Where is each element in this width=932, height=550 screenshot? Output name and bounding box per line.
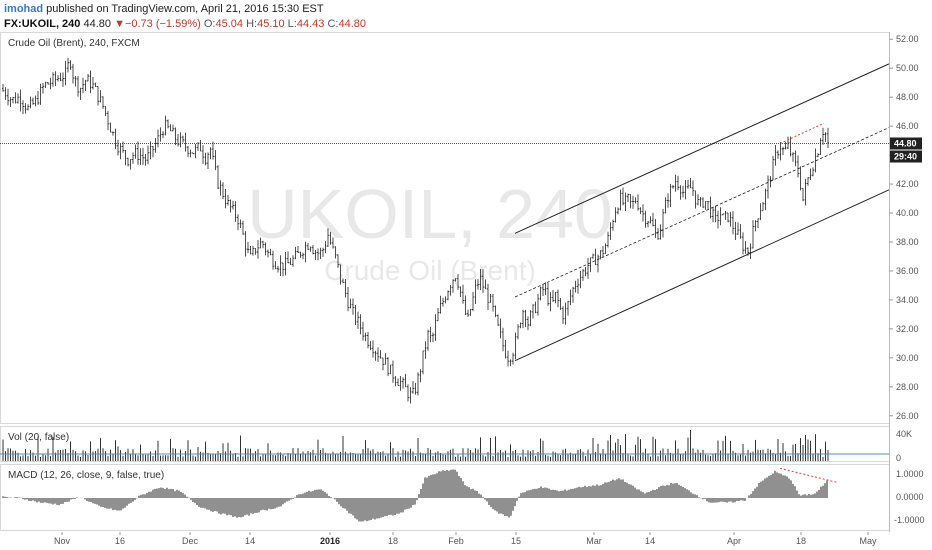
candle-series: [2, 57, 829, 404]
volume-pane-title[interactable]: Vol (20, false): [8, 432, 69, 443]
price-tick-label: 36.00: [896, 266, 919, 276]
chart-canvas[interactable]: UKOIL, 240 Crude Oil (Brent) 52.00 50.00 4…: [0, 30, 932, 550]
time-tick-label: Nov: [54, 536, 71, 546]
volume-series: [0, 430, 889, 461]
regression-channel[interactable]: [514, 63, 890, 362]
price-tick-label: 26.00: [896, 411, 919, 421]
time-tick-label: 18: [796, 536, 806, 546]
time-tick-label: 14: [645, 536, 655, 546]
price-divergence-line: [779, 122, 825, 144]
price-tick-label: 32.00: [896, 324, 919, 334]
price-tick-label: 50.00: [896, 63, 919, 73]
price-change: −0.73 (−1.59%): [124, 18, 201, 30]
close-label: C:: [327, 18, 339, 30]
publish-line: imohad published on TradingView.com, Apr…: [4, 3, 324, 15]
high-value: 45.10: [257, 18, 285, 30]
down-arrow-icon: ▼: [114, 18, 125, 30]
time-tick-label: Feb: [448, 536, 464, 546]
price-axis[interactable]: 52.0050.0048.0046.0044.0042.0040.0038.00…: [889, 34, 919, 421]
price-badge: [890, 137, 922, 150]
low-label: L:: [287, 18, 297, 30]
price-tick-label: 34.00: [896, 295, 919, 305]
symbol-line: FX:UKOIL, 240 44.80 ▼−0.73 (−1.59%) O:45…: [4, 18, 366, 30]
price-tick-label: 30.00: [896, 353, 919, 363]
main-pane-title[interactable]: Crude Oil (Brent), 240, FXCM: [8, 38, 140, 49]
channel-lower-line: [514, 189, 890, 362]
time-tick-label: 2016: [320, 536, 340, 546]
symbol-label[interactable]: FX:UKOIL, 240: [4, 18, 81, 30]
published-text: published on TradingView.com, April 21, …: [43, 3, 324, 15]
countdown-badge: [890, 150, 922, 163]
macd-tick-zero: 0.0000: [896, 492, 924, 502]
macd-divergence-line: [779, 467, 839, 484]
open-value: 45.04: [215, 18, 244, 30]
low-value: 44.43: [296, 18, 325, 30]
time-axis[interactable]: Nov 16 Dec 14 2016 18 Feb 15 Mar 14 Apr 18 May: [54, 532, 877, 546]
price-badge-text: 44.80: [894, 139, 917, 149]
macd-pane-title[interactable]: MACD (12, 26, close, 9, false, true): [8, 470, 164, 481]
chart-header: imohad published on TradingView.com, Apr…: [0, 0, 932, 32]
time-tick-label: 15: [511, 536, 521, 546]
open-label: O:: [203, 18, 216, 30]
time-tick-label: 18: [388, 536, 398, 546]
close-value: 44.80: [338, 18, 366, 30]
price-tick-label: 40.00: [896, 208, 919, 218]
volume-tick-max: 40K: [896, 429, 912, 439]
volume-tick-zero: 0: [896, 453, 901, 463]
watermark-name: Crude Oil (Brent): [324, 255, 536, 286]
price-tick-label: 48.00: [896, 92, 919, 102]
macd-tick-pos: 1.0000: [896, 469, 924, 479]
macd-histogram: [2, 467, 839, 522]
price-tick-label: 28.00: [896, 382, 919, 392]
author-link[interactable]: imohad: [4, 3, 44, 15]
channel-upper-line: [514, 63, 890, 234]
time-tick-label: 16: [115, 536, 125, 546]
time-tick-label: 14: [245, 536, 255, 546]
channel-median-line: [514, 127, 890, 298]
time-tick-label: May: [859, 536, 877, 546]
price-tick-label: 38.00: [896, 237, 919, 247]
price-tick-label: 42.00: [896, 179, 919, 189]
price-tick-label: 52.00: [896, 34, 919, 44]
high-label: H:: [246, 18, 258, 30]
last-price: 44.80: [83, 18, 111, 30]
time-tick-label: Dec: [182, 536, 199, 546]
countdown-badge-text: 29:40: [894, 152, 917, 162]
macd-tick-neg: -1.0000: [894, 515, 925, 525]
watermark-symbol: UKOIL, 240: [247, 175, 613, 253]
time-tick-label: Mar: [586, 536, 602, 546]
time-tick-label: Apr: [727, 536, 741, 546]
price-tick-label: 46.00: [896, 121, 919, 131]
